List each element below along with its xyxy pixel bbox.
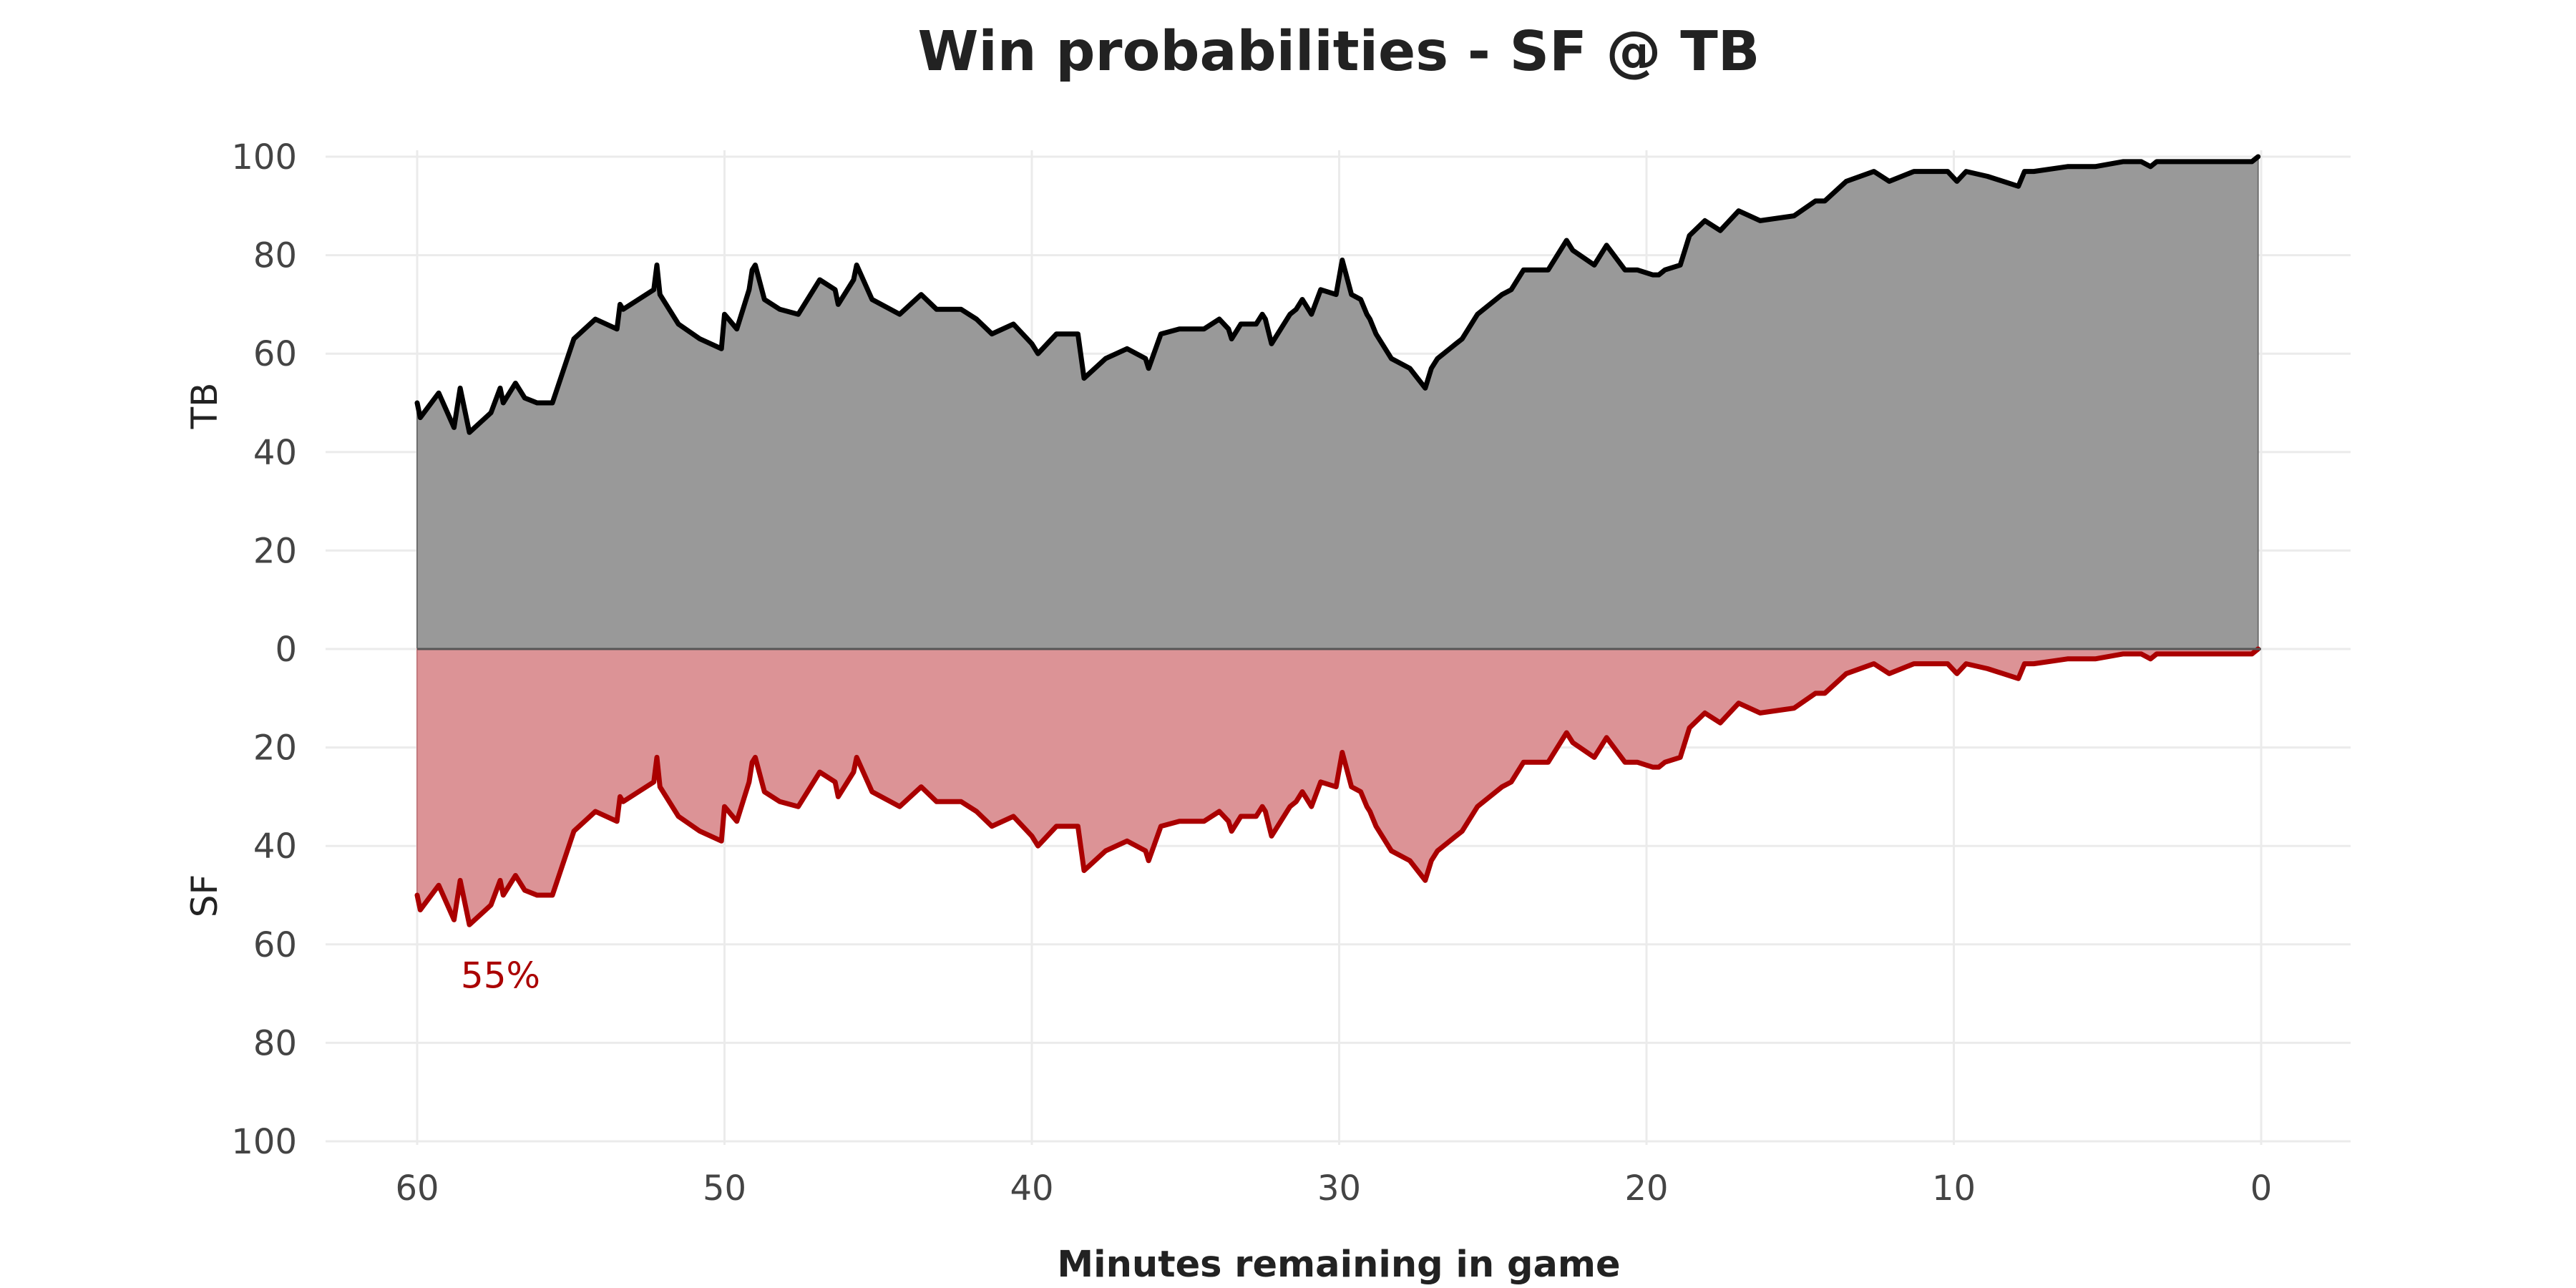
x-tick-label: 10 (1932, 1169, 1976, 1209)
sf-annotation-label: 55% (461, 955, 540, 996)
x-tick-label: 60 (395, 1169, 439, 1209)
sf-series-line (414, 646, 2261, 927)
line-layer (414, 154, 2261, 927)
y-tick-label: 80 (253, 1023, 297, 1063)
x-tick-label: 30 (1317, 1169, 1361, 1209)
y-tick-label: 80 (253, 236, 297, 276)
y-tick-label: 20 (253, 728, 297, 769)
chart-title: Win probabilities - SF @ TB (917, 20, 1760, 84)
y-tick-label: 100 (231, 137, 297, 177)
x-tick-label: 50 (703, 1169, 746, 1209)
y-tick-label: 60 (253, 925, 297, 965)
y-axis-label-sf: SF (184, 874, 225, 918)
y-axis-label-tb: TB (184, 383, 225, 430)
y-tick-label: 60 (253, 334, 297, 374)
x-tick-label: 40 (1010, 1169, 1053, 1209)
x-tick-label: 20 (1624, 1169, 1668, 1209)
y-tick-label: 100 (231, 1122, 297, 1162)
x-tick-label: 0 (2250, 1169, 2273, 1209)
y-tick-label: 40 (253, 826, 297, 867)
tb-area (416, 155, 2259, 650)
y-tick-label: 0 (275, 630, 297, 670)
y-tick-label: 40 (253, 433, 297, 473)
tb-series-line (414, 154, 2261, 435)
x-axis-label: Minutes remaining in game (1057, 1244, 1620, 1286)
y-tick-label: 20 (253, 531, 297, 571)
